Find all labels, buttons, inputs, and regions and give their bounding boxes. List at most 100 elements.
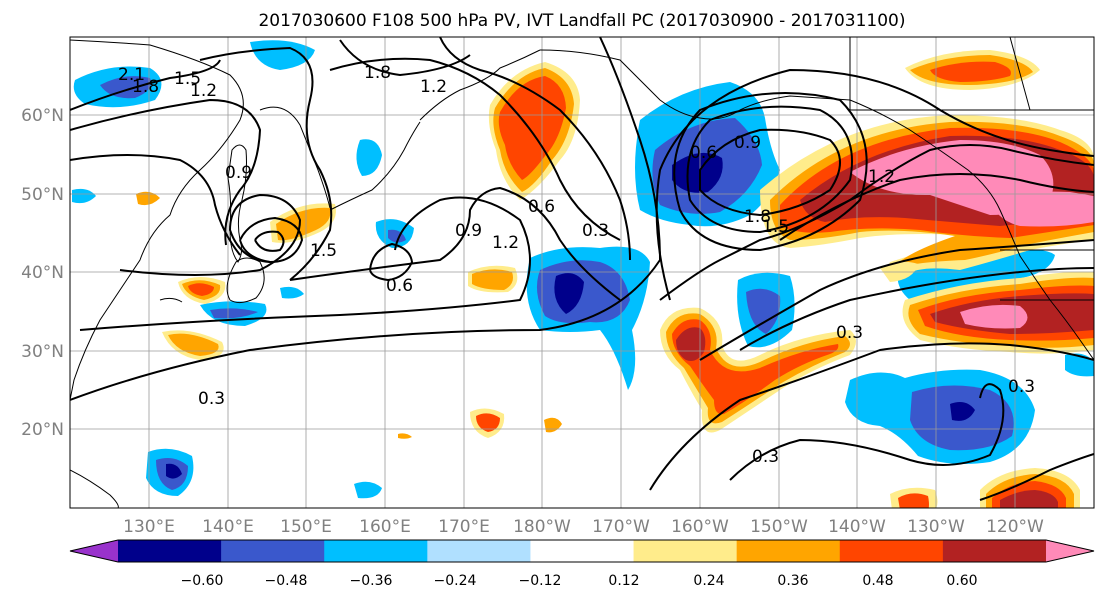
- contour-labels: 2.1 1.8 1.5 1.2 1.8 1.2 0.9 1.5 0.9 0.6 …: [118, 63, 1035, 467]
- contour-label: 0.3: [1008, 377, 1035, 397]
- lon-label: 140°E: [202, 517, 254, 537]
- colorbar-extend-low: [70, 540, 118, 562]
- anomaly-patch: [166, 463, 182, 479]
- contour-label: 1.5: [310, 241, 337, 261]
- contour-line: [779, 173, 1094, 241]
- contour-line: [70, 37, 662, 401]
- anomaly-patch: [398, 433, 412, 439]
- contour-line: [439, 37, 631, 261]
- colorbar-tick-label: −0.48: [265, 573, 308, 589]
- graticule: [70, 37, 1094, 508]
- anomaly-patch: [250, 40, 315, 70]
- anomaly-patch: [1000, 490, 1058, 508]
- lat-label: 40°N: [21, 263, 64, 283]
- colorbar-swatch: [324, 540, 428, 562]
- anomaly-patch: [188, 283, 214, 296]
- colorbar-tick-label: 0.24: [693, 573, 724, 589]
- map-area: 2.1 1.8 1.5 1.2 1.8 1.2 0.9 1.5 0.9 0.6 …: [70, 37, 1094, 508]
- anomaly-patch: [476, 413, 500, 432]
- contour-label: 0.3: [198, 389, 225, 409]
- contour-label: 1.8: [132, 77, 159, 97]
- colorbar-tick-label: 0.12: [608, 573, 639, 589]
- contour-label: 0.9: [225, 163, 252, 183]
- colorbar-swatch: [221, 540, 325, 562]
- lon-label: 170°W: [592, 517, 650, 537]
- contour-line: [254, 230, 285, 252]
- contour-label: 1.5: [174, 69, 201, 89]
- contour-line: [699, 239, 1094, 361]
- map-title: 2017030600 F108 500 hPa PV, IVT Landfall…: [258, 11, 905, 31]
- contour-line: [70, 98, 262, 246]
- contour-line: [979, 453, 1094, 501]
- longitude-labels: 130°E 140°E 150°E 160°E 170°E 180°W 170°…: [123, 517, 1044, 537]
- colorbar-tick-label: 0.48: [862, 573, 893, 589]
- anomaly-patch: [554, 273, 584, 314]
- anomaly-patch: [1065, 353, 1094, 377]
- contour-line: [649, 342, 1094, 491]
- contour-line: [729, 383, 1005, 481]
- lon-label: 150°E: [280, 517, 332, 537]
- anomaly-patch: [100, 76, 151, 99]
- contour-line: [686, 105, 853, 234]
- lat-label: 20°N: [21, 420, 64, 440]
- ivt-contours: [70, 37, 1094, 501]
- lon-label: 160°W: [671, 517, 729, 537]
- contour-line: [199, 46, 333, 281]
- anomaly-patch: [168, 333, 219, 356]
- anomaly-patch: [276, 207, 331, 241]
- lon-label: 170°E: [438, 517, 490, 537]
- contour-label: 1.5: [762, 217, 789, 237]
- anomaly-patch: [72, 188, 96, 204]
- lon-label: 160°E: [359, 517, 411, 537]
- lat-label: 60°N: [21, 106, 64, 126]
- anomaly-patch: [210, 308, 258, 319]
- anomaly-patch: [356, 139, 382, 176]
- colorbar-labels: −0.60 −0.48 −0.36 −0.24 −0.12 0.12 0.24 …: [181, 573, 978, 589]
- colorbar-tick-label: 0.36: [777, 573, 808, 589]
- contour-label: 0.3: [836, 323, 863, 343]
- map-frame: [69, 36, 1095, 509]
- contour-label: 0.9: [455, 221, 482, 241]
- contour-label: 1.2: [190, 81, 217, 101]
- lat-label: 30°N: [21, 342, 64, 362]
- anomaly-patch: [930, 61, 1011, 82]
- contour-label: 1.8: [744, 207, 771, 227]
- contour-line: [70, 59, 221, 111]
- anomaly-patch: [136, 191, 160, 206]
- colorbar-swatch: [427, 540, 531, 562]
- anomaly-patch: [960, 304, 1028, 329]
- contour-label: 0.6: [386, 276, 413, 296]
- anomaly-patch: [354, 481, 382, 499]
- contour-line: [79, 196, 531, 331]
- latitude-labels: 60°N 50°N 40°N 30°N 20°N: [21, 106, 64, 440]
- colorbar-swatch: [530, 540, 635, 562]
- contour-line: [659, 144, 1094, 301]
- colorbar-swatch: [118, 540, 222, 562]
- contour-line: [739, 267, 1094, 351]
- anomaly-patch: [280, 286, 304, 299]
- contour-label: 2.1: [118, 65, 145, 85]
- colorbar-tick-label: −0.12: [519, 573, 562, 589]
- anomaly-patch: [672, 319, 839, 415]
- lon-label: 130°E: [123, 517, 175, 537]
- contour-line: [70, 154, 241, 256]
- contour-line: [329, 57, 621, 241]
- colorbar-tick-label: −0.24: [434, 573, 477, 589]
- colorbar-outline: [69, 539, 1095, 563]
- lon-label: 140°W: [828, 517, 886, 537]
- lat-label: 50°N: [21, 185, 64, 205]
- lon-label: 120°W: [986, 517, 1044, 537]
- contour-line: [289, 186, 621, 301]
- anomaly-patch: [950, 402, 975, 421]
- contour-line: [699, 128, 841, 217]
- anomaly-patch: [746, 288, 781, 334]
- anomaly-patch: [672, 152, 723, 193]
- contour-line: [369, 242, 414, 282]
- contour-line: [673, 91, 868, 252]
- colorbar-swatch: [633, 540, 738, 562]
- contour-label: 0.6: [690, 143, 717, 163]
- anomaly-patch: [676, 327, 706, 361]
- colorbar-extend-high: [1046, 540, 1094, 562]
- colorbar-tick-label: −0.36: [350, 573, 393, 589]
